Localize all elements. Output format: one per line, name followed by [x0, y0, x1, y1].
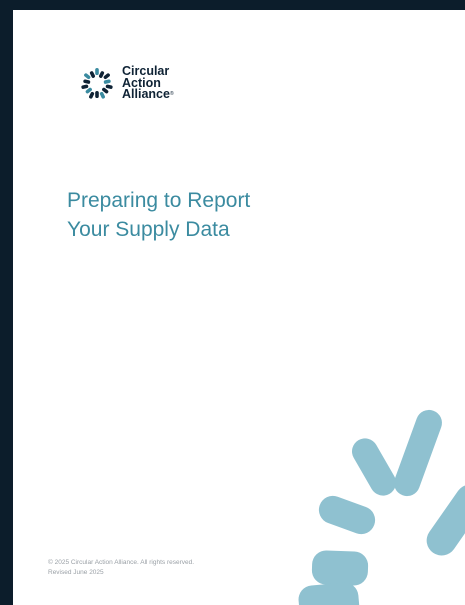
- graphics: [13, 10, 465, 605]
- logo-dash: [103, 79, 111, 84]
- cover-page: Circular Action Alliance® Preparing to R…: [13, 10, 465, 605]
- logo-dash: [105, 84, 113, 89]
- screen: {"logo": {"lines": ["Circular", "Action"…: [0, 0, 465, 605]
- logo-dash: [83, 79, 91, 84]
- logo-dash: [103, 73, 111, 80]
- logo-text: Circular Action Alliance®: [122, 66, 174, 101]
- logo-dash: [95, 91, 99, 98]
- logo-line: Alliance®: [122, 89, 174, 101]
- logo-dash: [83, 73, 91, 80]
- registered-mark: ®: [170, 91, 174, 97]
- logo-dash: [81, 84, 89, 89]
- copyright: © 2025 Circular Action Alliance. All rig…: [48, 558, 194, 568]
- revised-date: Revised June 2025: [48, 568, 194, 578]
- title-line: Preparing to Report: [67, 186, 250, 215]
- logo-word: Alliance: [122, 87, 170, 101]
- title-line: Your Supply Data: [67, 215, 250, 244]
- logo-icon: [81, 68, 113, 99]
- logo-dash: [95, 68, 99, 75]
- logo-dash: [88, 91, 94, 99]
- footer: © 2025 Circular Action Alliance. All rig…: [48, 558, 194, 578]
- title: Preparing to Report Your Supply Data: [67, 186, 250, 244]
- decor: [297, 406, 465, 605]
- logo-dash: [99, 91, 105, 99]
